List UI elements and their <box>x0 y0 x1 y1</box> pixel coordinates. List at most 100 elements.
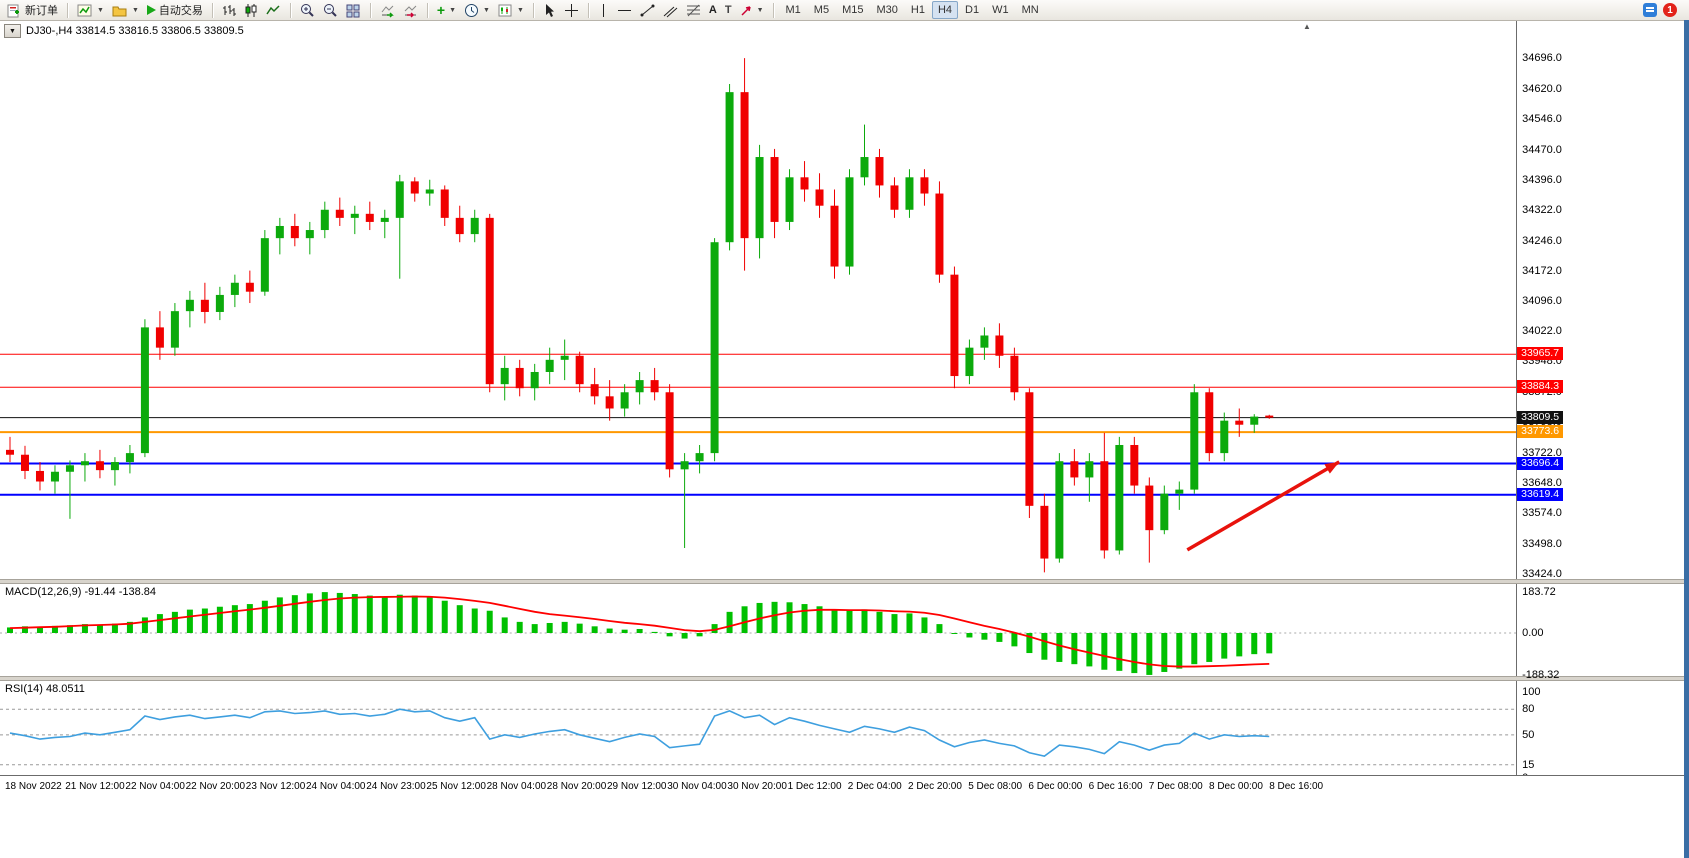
price-tick: 33424.0 <box>1522 568 1562 581</box>
auto-scroll-button[interactable] <box>377 1 398 19</box>
rsi-tick: 100 <box>1522 686 1541 699</box>
time-label: 28 Nov 04:00 <box>486 781 547 792</box>
zoom-in-icon <box>300 3 314 17</box>
text-tool-icon: A <box>708 4 717 16</box>
rsi-tick: 15 <box>1522 758 1535 771</box>
time-label: 22 Nov 20:00 <box>185 781 246 792</box>
line-chart-type-button[interactable] <box>263 1 284 19</box>
timeframe-mn[interactable]: MN <box>1021 4 1039 16</box>
toolbar-separator <box>772 2 774 18</box>
candlestick-plot[interactable] <box>0 21 1517 579</box>
channel-tool-button[interactable] <box>660 1 681 19</box>
time-label: 28 Nov 20:00 <box>546 781 607 792</box>
rsi-tick: 80 <box>1522 703 1535 716</box>
one-click-trading-toggle[interactable]: ▼ <box>4 24 21 38</box>
vertical-line-tool-button[interactable] <box>595 1 612 19</box>
indicators-plus-icon: + <box>436 2 446 18</box>
zoom-in-button[interactable] <box>297 1 318 19</box>
text-tool-button[interactable]: A <box>706 1 720 19</box>
price-tick: 34546.0 <box>1522 112 1562 125</box>
price-tick: 34022.0 <box>1522 325 1562 338</box>
chart-shift-marker[interactable]: ▲ <box>1303 22 1311 31</box>
profiles-button[interactable]: ▼ <box>109 1 142 19</box>
bar-chart-type-button[interactable] <box>219 1 239 19</box>
crosshair-tool-button[interactable] <box>561 1 582 19</box>
price-tick: 34696.0 <box>1522 51 1562 64</box>
panel-splitter[interactable] <box>0 676 1689 681</box>
price-panel: 34696.0 34620.0 34546.0 34470.0 34396.0 34322… <box>0 21 1689 581</box>
label-tool-icon: T <box>724 4 732 16</box>
profiles-icon <box>112 6 127 16</box>
tile-windows-button[interactable] <box>343 1 364 19</box>
timeframe-m5[interactable]: M5 <box>813 4 830 16</box>
macd-tick: -188.32 <box>1522 668 1560 681</box>
tile-windows-icon <box>346 4 360 17</box>
macd-tick: 183.72 <box>1522 586 1556 599</box>
timeframe-h4[interactable]: H4 <box>931 1 958 19</box>
cursor-tool-button[interactable] <box>540 1 559 19</box>
vertical-line-icon <box>602 3 604 17</box>
label-tool-button[interactable]: T <box>722 1 735 19</box>
timeframe-h1[interactable]: H1 <box>910 4 925 16</box>
new-chart-button[interactable]: ▼ <box>74 1 107 19</box>
chevron-down-icon: ▼ <box>516 6 524 14</box>
rsi-axis[interactable]: 1008050150 <box>1516 681 1689 784</box>
time-label: 18 Nov 2022 <box>5 781 62 792</box>
price-tick: 34246.0 <box>1522 234 1562 247</box>
new-order-button[interactable]: 新订单 <box>4 1 61 19</box>
price-tick: 34172.0 <box>1522 264 1562 277</box>
price-line-badge: 33809.5 <box>1517 410 1564 424</box>
templates-button[interactable]: ▼ <box>495 1 527 19</box>
timeframe-w1[interactable]: W1 <box>992 4 1009 16</box>
toolbar-separator <box>369 2 371 18</box>
chart-shift-button[interactable] <box>400 1 421 19</box>
price-axis[interactable]: 34696.0 34620.0 34546.0 34470.0 34396.0 34322… <box>1516 21 1689 581</box>
new-chart-icon <box>77 4 92 16</box>
panel-splitter[interactable] <box>0 579 1689 584</box>
autotrade-label: 自动交易 <box>158 5 203 17</box>
price-tick: 33498.0 <box>1522 538 1562 551</box>
bottom-filler <box>0 798 1689 858</box>
price-line-badge: 33884.3 <box>1517 380 1564 394</box>
time-label: 22 Nov 04:00 <box>125 781 185 792</box>
trendline-tool-button[interactable] <box>637 1 658 19</box>
periods-button[interactable]: ▼ <box>461 1 493 19</box>
time-axis[interactable]: 18 Nov 2022 21 Nov 12:00 22 Nov 04:00 22 No… <box>0 775 1689 798</box>
chevron-down-icon: ▼ <box>483 6 490 14</box>
candlestick-chart-type-icon <box>245 3 257 17</box>
new-order-icon <box>7 4 19 17</box>
price-tick: 33648.0 <box>1522 477 1562 490</box>
crosshair-icon <box>564 3 578 17</box>
macd-plot[interactable] <box>0 584 1517 676</box>
macd-axis[interactable]: 183.72 0.00 -188.32 <box>1516 584 1689 681</box>
timeframe-m1[interactable]: M1 <box>785 4 801 16</box>
zoom-out-button[interactable] <box>320 1 341 19</box>
price-line-badge: 33773.6 <box>1517 425 1564 439</box>
timeframe-m15[interactable]: M15 <box>842 4 864 16</box>
chevron-down-icon: ▼ <box>756 6 764 14</box>
symbol-ohlc-line: DJ30-,H4 33814.5 33816.5 33806.5 33809.5 <box>26 25 244 37</box>
notification-badge[interactable]: 1 <box>1663 3 1677 17</box>
horizontal-line-tool-button[interactable] <box>614 1 635 19</box>
price-line-badge: 33696.4 <box>1517 456 1564 470</box>
toolbar-separator <box>289 2 291 18</box>
chat-icon[interactable] <box>1643 3 1657 17</box>
time-label: 2 Dec 20:00 <box>908 781 962 792</box>
price-line-badge: 33619.4 <box>1517 487 1564 501</box>
rsi-panel: 1008050150 RSI(14) 48.0511 <box>0 681 1689 784</box>
toolbar-separator <box>67 2 68 18</box>
main-toolbar: 新订单 ▼ ▼ 自动交易 <box>0 0 1689 21</box>
arrow-objects-button[interactable]: ▼ <box>737 1 767 19</box>
rsi-plot[interactable] <box>0 681 1517 775</box>
time-label: 23 Nov 12:00 <box>245 781 306 792</box>
timeframe-m30[interactable]: M30 <box>876 4 898 16</box>
timeframe-d1[interactable]: D1 <box>965 4 980 16</box>
autotrade-button[interactable]: 自动交易 <box>144 1 206 19</box>
window-edge <box>1684 20 1689 858</box>
candlestick-chart-type-button[interactable] <box>241 1 261 19</box>
time-label: 6 Dec 00:00 <box>1028 781 1083 792</box>
indicators-button[interactable]: + ▼ <box>434 1 459 19</box>
bar-chart-type-icon <box>222 4 236 16</box>
fibonacci-tool-button[interactable] <box>683 1 704 19</box>
